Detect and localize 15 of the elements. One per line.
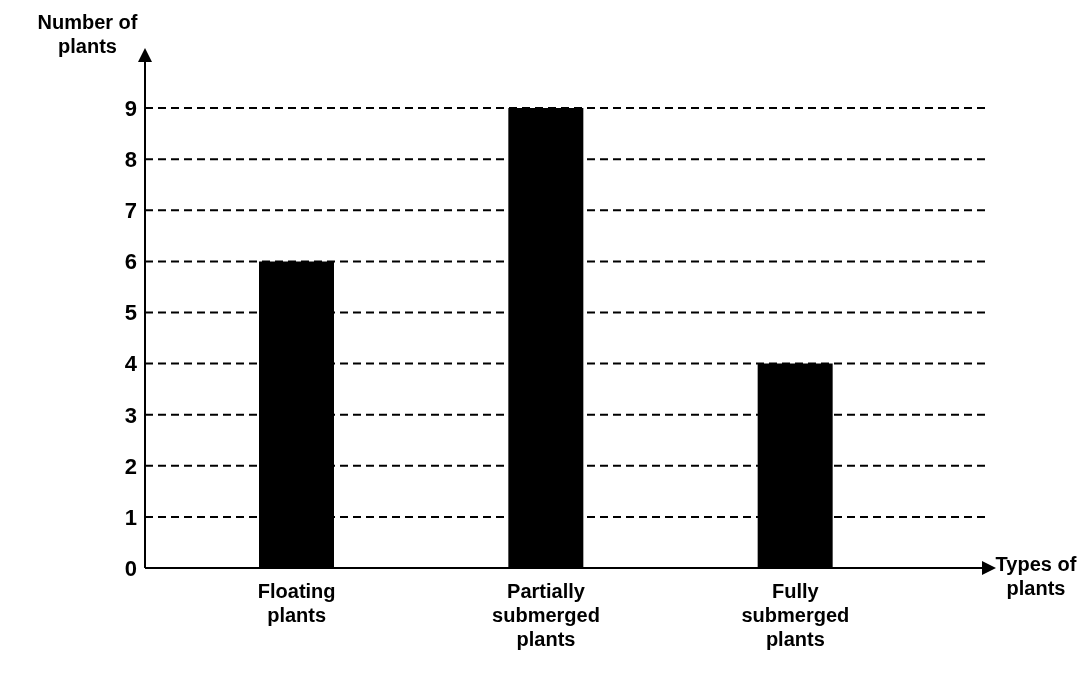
y-tick-label: 7 [124, 198, 137, 224]
y-tick-label: 1 [124, 504, 137, 530]
x-tick-label: Fully submerged plants [741, 580, 850, 650]
y-tick-label: 3 [124, 402, 137, 428]
x-tick-label: Floating plants [257, 580, 336, 626]
y-tick-label: 0 [124, 555, 137, 581]
x-tick-label: Partially submerged plants [492, 580, 600, 650]
x-axis-title: Types of plants [994, 552, 1078, 600]
y-tick-label: 5 [124, 300, 137, 326]
y-tick-label: 9 [124, 95, 137, 121]
y-tick-label: 2 [124, 453, 137, 479]
y-axis-title: Number of plants [36, 10, 139, 58]
y-tick-label: 6 [124, 249, 137, 275]
y-tick-label: 8 [124, 147, 137, 173]
y-tick-label: 4 [124, 351, 138, 377]
